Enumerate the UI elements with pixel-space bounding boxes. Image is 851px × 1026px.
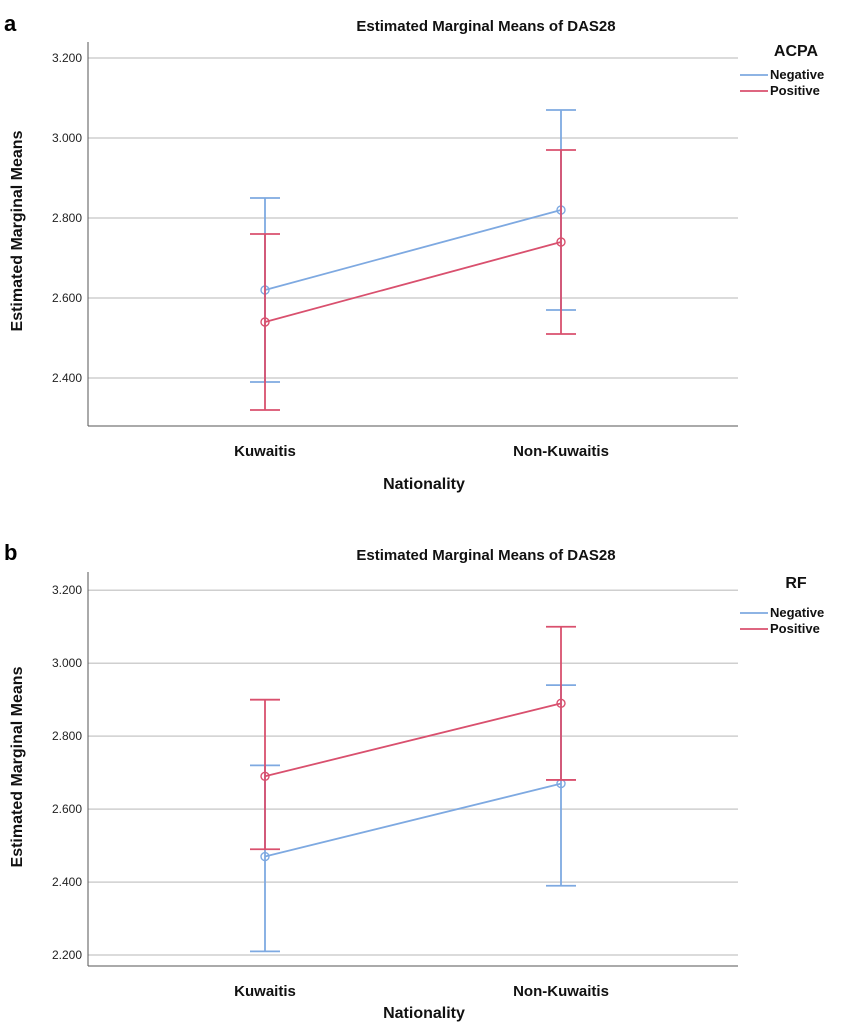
panel-a-y-tick-label: 2.600 — [52, 291, 82, 305]
panel-a-plot-area: 2.400 2.600 2.800 3.000 3.200 Kuwaitis Non-Kuw… — [52, 42, 824, 460]
panel-a-y-tick-label: 2.800 — [52, 211, 82, 225]
panel-b-series-negative-point — [260, 851, 270, 862]
panel-b-y-tick-label: 2.400 — [52, 875, 82, 889]
panel-b-title: Estimated Marginal Means of DAS28 — [356, 547, 615, 564]
panel-a-y-tick-label: 3.000 — [52, 131, 82, 145]
panel-b-plot-area: 2.200 2.400 2.600 2.800 3.000 3.200 Kuwaitis No… — [52, 572, 824, 1000]
panel-a-x-tick-label: Kuwaitis — [234, 443, 296, 460]
panel-a-series-positive-point — [260, 317, 270, 327]
panel-a-series-positive-legend-label: Positive — [770, 83, 820, 98]
panel-a-x-tick-label: Non-Kuwaitis — [513, 443, 609, 460]
panel-b-y-axis-label: Estimated Marginal Means — [9, 666, 26, 867]
panel-a-title: Estimated Marginal Means of DAS28 — [356, 18, 615, 35]
panel-b-y-tick-label: 3.000 — [52, 656, 82, 670]
panel-b-series-positive-line — [264, 702, 562, 778]
panel-b-series-negative-line — [264, 782, 562, 858]
panel-b-y-tick-label: 2.600 — [52, 802, 82, 816]
panel-a: a Estimated Marginal Means of DAS28 Nati… — [4, 11, 824, 493]
panel-b-x-tick-label: Non-Kuwaitis — [513, 983, 609, 1000]
panel-b-letter: b — [4, 540, 17, 565]
panel-b-legend-title: RF — [785, 575, 807, 592]
panel-a-x-axis-label: Nationality — [383, 476, 465, 493]
panel-a-y-tick-label: 2.400 — [52, 371, 82, 385]
panel-a-y-tick-label: 3.200 — [52, 51, 82, 65]
panel-b-series-positive-point — [260, 771, 270, 781]
panel-b-x-axis-label: Nationality — [383, 1005, 465, 1022]
panel-b-series-positive-legend-label: Positive — [770, 621, 820, 636]
panel-a-series-positive-point — [556, 237, 566, 247]
panel-b-series-negative-legend-label: Negative — [770, 605, 824, 620]
panel-b-y-tick-label: 2.200 — [52, 948, 82, 962]
panel-a-legend-title: ACPA — [774, 43, 819, 60]
panel-a-series-negative-legend-label: Negative — [770, 67, 824, 82]
panel-a-series-negative-line — [264, 209, 562, 291]
panel-a-y-axis-label: Estimated Marginal Means — [9, 130, 26, 331]
panel-b-series-positive-point — [556, 698, 566, 709]
panel-a-letter: a — [4, 11, 17, 36]
panel-b: b Estimated Marginal Means of DAS28 Nati… — [4, 540, 824, 1022]
panel-a-series-positive-line — [264, 241, 562, 323]
panel-b-y-tick-label: 2.800 — [52, 729, 82, 743]
panel-b-x-tick-label: Kuwaitis — [234, 983, 296, 1000]
panel-b-y-tick-label: 3.200 — [52, 583, 82, 597]
